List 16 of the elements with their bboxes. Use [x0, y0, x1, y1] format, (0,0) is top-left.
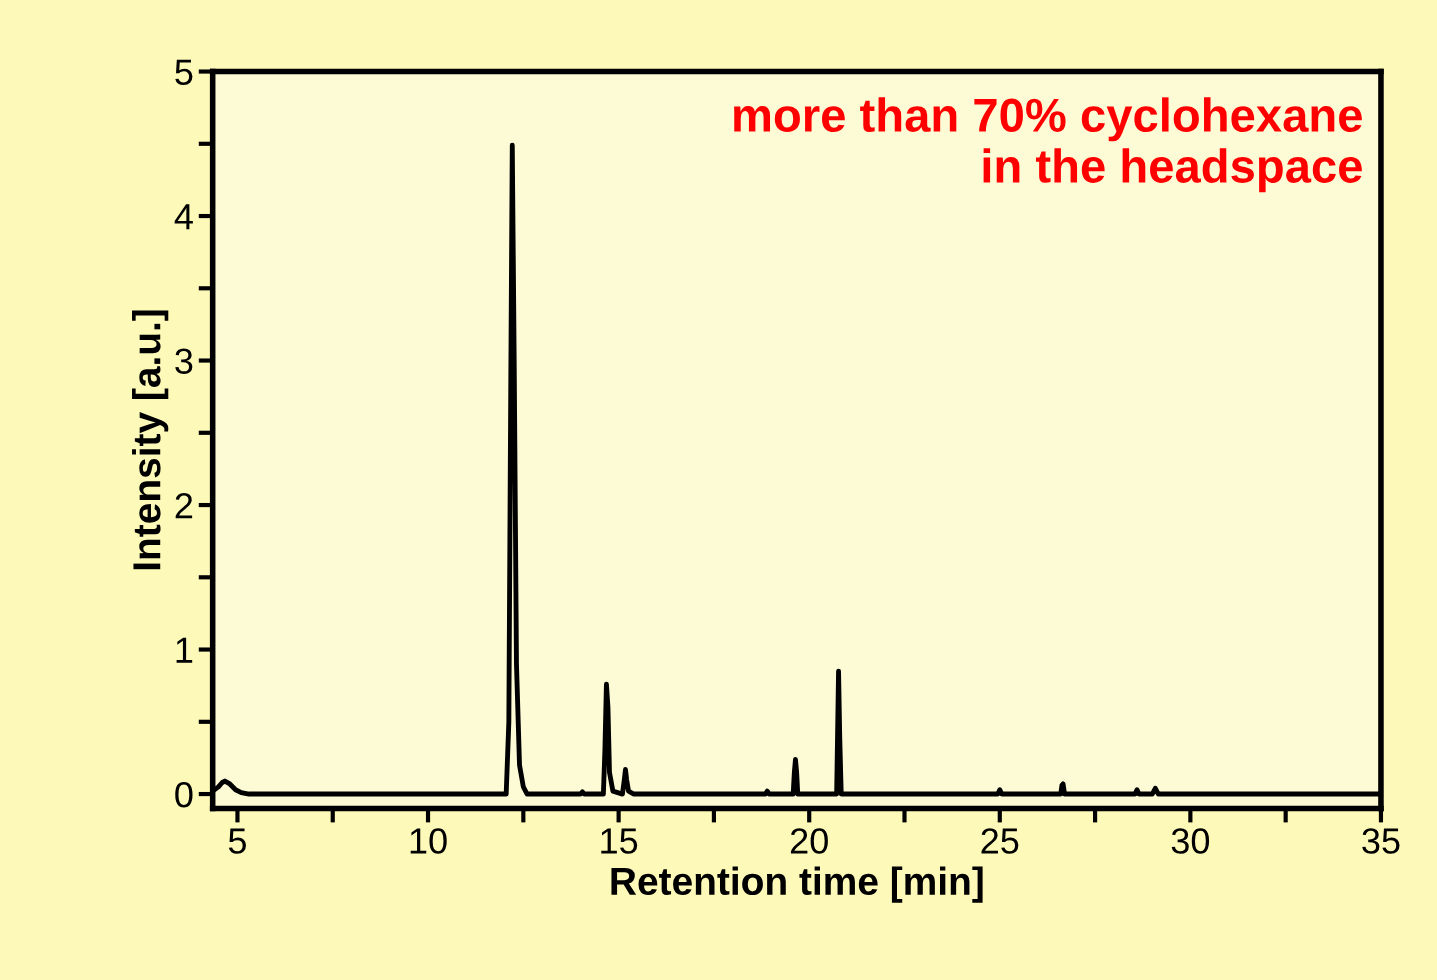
x-tick-label: 25 — [981, 828, 1019, 854]
y-tick-label: 3 — [175, 348, 193, 374]
x-tick-label: 35 — [1362, 828, 1400, 854]
y-tick-label: 5 — [175, 59, 193, 85]
x-tick-label: 10 — [410, 828, 447, 854]
x-tick-label: 30 — [1171, 828, 1210, 854]
y-tick-label: 1 — [176, 637, 193, 663]
y-axis-title: Intensity [a.u.] — [132, 310, 169, 570]
x-tick-label: 15 — [601, 828, 638, 854]
y-tick-label: 0 — [175, 781, 193, 808]
y-tick-label: 4 — [174, 204, 193, 230]
x-axis-title: Retention time [min] — [611, 866, 983, 903]
x-tick-label: 20 — [790, 828, 828, 854]
y-tick-label: 2 — [175, 492, 193, 519]
x-tick-label: 5 — [228, 828, 246, 854]
annotation: more than 70% cyclohexane in the headspace — [734, 97, 1362, 193]
